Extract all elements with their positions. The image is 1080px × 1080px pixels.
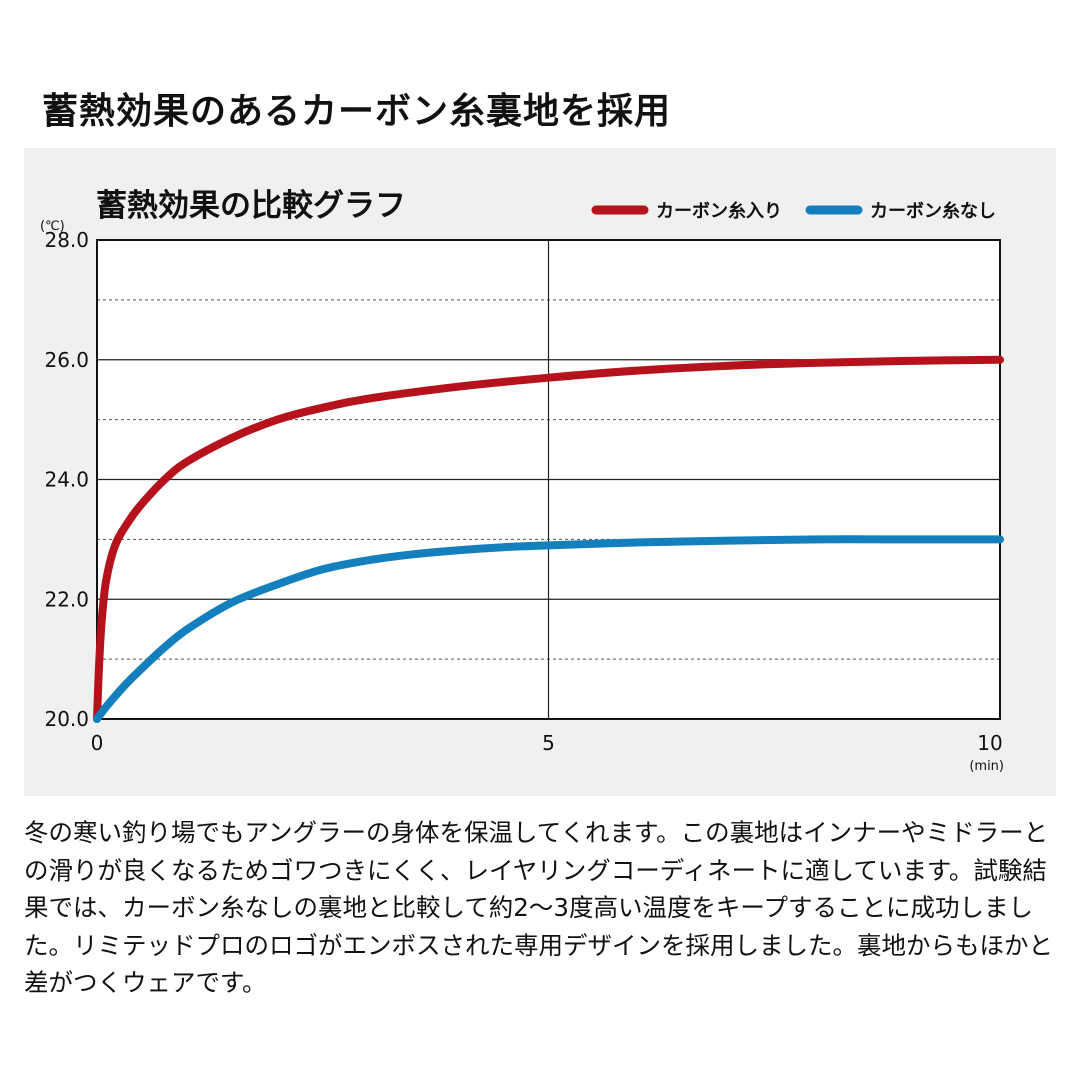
chart-ticks: 20.0 22.0 24.0 26.0 28.0 0 5 10	[44, 228, 1002, 755]
product-description: 冬の寒い釣り場でもアングラーの身体を保温してくれます。この裏地はインナーやミドラ…	[24, 818, 1053, 997]
y-tick-label: 28.0	[44, 228, 89, 252]
series-line-1	[93, 355, 1004, 723]
y-tick-label: 26.0	[44, 348, 89, 372]
x-axis-unit: (min)	[969, 759, 1004, 774]
chart-series	[93, 355, 1004, 723]
legend-label-2: カーボン糸なし	[870, 200, 996, 222]
page-title: 蓄熱効果のあるカーボン糸裏地を採用	[42, 91, 672, 132]
y-tick-label: 24.0	[44, 468, 89, 492]
series-line-2	[93, 535, 1004, 723]
comparison-chart: 蓄熱効果の比較グラフ (℃) (min) カーボン糸入り カーボン糸なし 20.0…	[40, 188, 1004, 774]
chart-title: 蓄熱効果の比較グラフ	[96, 188, 406, 224]
y-axis-unit: (℃)	[40, 219, 65, 234]
y-tick-label: 22.0	[44, 587, 89, 611]
chart-grid	[96, 239, 1001, 720]
chart-panel: 蓄熱効果の比較グラフ (℃) (min) カーボン糸入り カーボン糸なし 20.0…	[24, 148, 1056, 796]
chart-legend: カーボン糸入り カーボン糸なし	[591, 200, 996, 222]
legend-label-1: カーボン糸入り	[656, 200, 782, 222]
y-tick-label: 20.0	[44, 707, 89, 731]
x-tick-label: 10	[977, 731, 1002, 755]
x-tick-label: 5	[542, 731, 555, 755]
plot-frame	[96, 239, 1001, 720]
x-tick-label: 0	[91, 731, 104, 755]
